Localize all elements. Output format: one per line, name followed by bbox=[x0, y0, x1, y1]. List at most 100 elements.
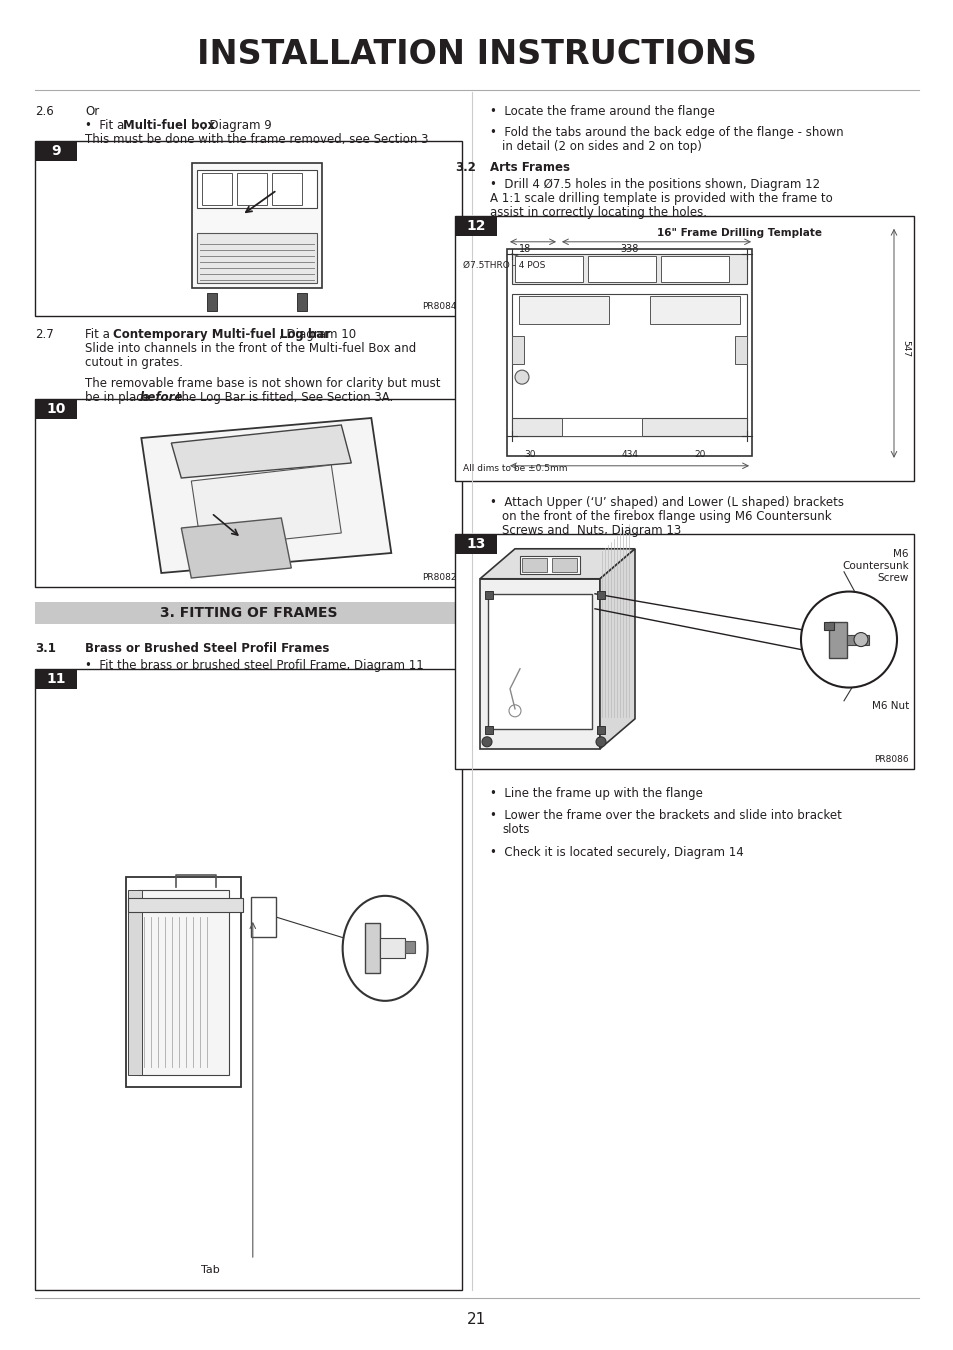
Bar bbox=[296, 293, 307, 310]
Bar bbox=[272, 173, 302, 204]
Text: INSTALLATION INSTRUCTIONS: INSTALLATION INSTRUCTIONS bbox=[197, 39, 756, 72]
Text: 30: 30 bbox=[524, 450, 536, 459]
Bar bbox=[365, 923, 379, 973]
Bar bbox=[137, 890, 229, 1075]
Text: •  Drill 4 Ø7.5 holes in the positions shown, Diagram 12: • Drill 4 Ø7.5 holes in the positions sh… bbox=[490, 178, 820, 190]
Text: Multi-fuel box: Multi-fuel box bbox=[123, 119, 214, 132]
Bar bbox=[128, 898, 243, 913]
Text: be in place: be in place bbox=[85, 392, 153, 404]
Bar bbox=[35, 668, 461, 1291]
Text: PR8086: PR8086 bbox=[874, 755, 908, 764]
Bar bbox=[587, 255, 656, 282]
Bar bbox=[519, 556, 579, 574]
Bar bbox=[455, 216, 497, 236]
Text: before: before bbox=[140, 392, 183, 404]
Bar bbox=[649, 296, 740, 324]
Text: on the front of the firebox flange using M6 Countersunk: on the front of the firebox flange using… bbox=[501, 510, 831, 522]
Text: •  Check it is located securely, Diagram 14: • Check it is located securely, Diagram … bbox=[490, 845, 743, 859]
Bar bbox=[506, 248, 751, 456]
Text: assist in correctly locating the holes.: assist in correctly locating the holes. bbox=[490, 205, 706, 219]
Bar bbox=[823, 621, 833, 629]
Circle shape bbox=[596, 737, 605, 747]
Text: 3.1: 3.1 bbox=[35, 643, 56, 655]
Bar bbox=[512, 417, 746, 436]
Text: Contemporary Multi-fuel Log bar: Contemporary Multi-fuel Log bar bbox=[112, 328, 330, 342]
Bar bbox=[561, 417, 641, 436]
Text: •  Fold the tabs around the back edge of the flange - shown: • Fold the tabs around the back edge of … bbox=[490, 126, 842, 139]
Text: 2.6: 2.6 bbox=[35, 105, 53, 117]
Bar bbox=[207, 293, 217, 310]
Text: Screws and  Nuts, Diagram 13: Screws and Nuts, Diagram 13 bbox=[501, 524, 680, 537]
Bar bbox=[192, 162, 322, 288]
Bar bbox=[597, 591, 604, 599]
Text: Arts Frames: Arts Frames bbox=[490, 161, 569, 174]
Bar bbox=[521, 558, 546, 572]
Text: •  Attach Upper (‘U’ shaped) and Lower (L shaped) brackets: • Attach Upper (‘U’ shaped) and Lower (L… bbox=[490, 495, 843, 509]
Text: 338: 338 bbox=[620, 244, 639, 254]
Bar bbox=[512, 336, 523, 363]
Text: The removable frame base is not shown for clarity but must: The removable frame base is not shown fo… bbox=[85, 377, 440, 390]
Text: •  Lower the frame over the brackets and slide into bracket: • Lower the frame over the brackets and … bbox=[490, 809, 841, 822]
Text: 21: 21 bbox=[467, 1312, 486, 1327]
Circle shape bbox=[515, 370, 529, 385]
Text: in detail (2 on sides and 2 on top): in detail (2 on sides and 2 on top) bbox=[501, 140, 701, 153]
Text: 3.2: 3.2 bbox=[455, 161, 476, 174]
Polygon shape bbox=[181, 518, 291, 578]
Bar bbox=[35, 140, 77, 161]
Text: 2.7: 2.7 bbox=[35, 328, 53, 342]
Bar bbox=[484, 726, 493, 734]
Text: •  Fit a: • Fit a bbox=[85, 119, 128, 132]
Text: , Diagram 10: , Diagram 10 bbox=[278, 328, 355, 342]
Bar bbox=[35, 400, 77, 418]
Text: 20: 20 bbox=[694, 450, 705, 459]
Polygon shape bbox=[479, 579, 599, 749]
Bar bbox=[405, 941, 415, 953]
Bar bbox=[197, 170, 316, 208]
Circle shape bbox=[801, 591, 896, 687]
Bar bbox=[455, 216, 913, 481]
Bar bbox=[379, 938, 405, 958]
Text: cutout in grates.: cutout in grates. bbox=[85, 356, 183, 369]
Bar bbox=[484, 591, 493, 599]
Bar bbox=[35, 400, 461, 587]
Text: Countersunk: Countersunk bbox=[841, 560, 908, 571]
Bar bbox=[197, 232, 316, 282]
Bar bbox=[512, 254, 746, 284]
Bar bbox=[828, 621, 846, 657]
Text: Ø7.5THRO - 4 POS: Ø7.5THRO - 4 POS bbox=[462, 261, 545, 270]
Text: 11: 11 bbox=[46, 672, 66, 686]
Text: 3. FITTING OF FRAMES: 3. FITTING OF FRAMES bbox=[159, 606, 337, 620]
Text: 18: 18 bbox=[518, 244, 531, 254]
Circle shape bbox=[853, 633, 867, 647]
Text: 547: 547 bbox=[901, 340, 909, 356]
Text: •  Locate the frame around the flange: • Locate the frame around the flange bbox=[490, 105, 714, 117]
Bar bbox=[846, 634, 868, 644]
Bar bbox=[202, 173, 232, 204]
Text: 12: 12 bbox=[466, 219, 485, 232]
Bar bbox=[518, 296, 608, 324]
Text: slots: slots bbox=[501, 824, 529, 836]
Bar bbox=[660, 255, 728, 282]
Text: 16" Frame Drilling Template: 16" Frame Drilling Template bbox=[657, 228, 821, 238]
Bar bbox=[455, 533, 913, 768]
Text: Or: Or bbox=[85, 105, 99, 117]
Text: M6 Nut: M6 Nut bbox=[871, 701, 908, 711]
Bar bbox=[515, 255, 582, 282]
Bar bbox=[488, 594, 592, 729]
Bar bbox=[251, 896, 275, 937]
Polygon shape bbox=[172, 425, 351, 478]
Bar bbox=[35, 140, 461, 316]
Text: 10: 10 bbox=[47, 402, 66, 416]
Text: , Diagram 9: , Diagram 9 bbox=[202, 119, 272, 132]
Text: Brass or Brushed Steel Profil Frames: Brass or Brushed Steel Profil Frames bbox=[85, 643, 329, 655]
Text: This must be done with the frame removed, see Section 3: This must be done with the frame removed… bbox=[85, 134, 428, 146]
Polygon shape bbox=[599, 549, 635, 749]
Text: A 1:1 scale drilling template is provided with the frame to: A 1:1 scale drilling template is provide… bbox=[490, 192, 832, 205]
Bar bbox=[236, 173, 267, 204]
Text: PR8082: PR8082 bbox=[422, 572, 456, 582]
Text: Tab: Tab bbox=[201, 1265, 220, 1274]
Text: All dims to be ±0.5mm: All dims to be ±0.5mm bbox=[462, 464, 567, 472]
Bar bbox=[512, 294, 746, 436]
Text: 434: 434 bbox=[620, 450, 638, 459]
Circle shape bbox=[481, 737, 492, 747]
